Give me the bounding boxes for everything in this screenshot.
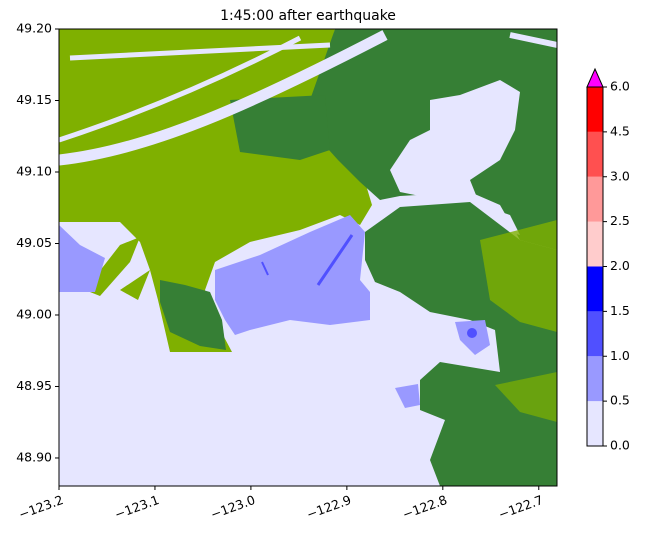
land-lowland (480, 220, 557, 332)
colorbar-extend (586, 67, 604, 88)
colorbar-segment (587, 356, 603, 402)
x-tick-label: −122.9 (304, 492, 353, 522)
river (59, 30, 388, 166)
colorbar-segment (587, 401, 603, 446)
colorbar-tick-label: 4.5 (610, 123, 630, 138)
colorbar-tick-label: 3.0 (610, 168, 630, 183)
colorbar-tick-label: 2.0 (610, 258, 630, 273)
bay (390, 80, 520, 235)
colorbar-tick-label: 0.5 (610, 393, 630, 408)
land-lowland (120, 270, 150, 300)
x-tick-label: −123.0 (209, 492, 258, 522)
colorbar-tick-label: 2.5 (610, 213, 630, 228)
y-tick-label: 49.15 (16, 92, 52, 107)
river (59, 35, 302, 143)
x-tick-label: −123.1 (113, 492, 162, 522)
x-tick-label: −122.7 (496, 492, 545, 522)
colorbar-tick-label: 6.0 (610, 79, 630, 94)
inundation (316, 234, 354, 286)
inundation (467, 328, 477, 338)
colorbar-tick-label: 0.0 (610, 438, 630, 453)
colorbar-tick-label: 1.0 (610, 348, 630, 363)
land-upland (230, 95, 330, 160)
colorbar-tick-label: 1.5 (610, 303, 630, 318)
colorbar-segment (587, 266, 603, 312)
river (69, 42, 331, 61)
y-tick-label: 49.20 (16, 21, 52, 36)
land-lowland (85, 237, 140, 296)
y-tick-label: 48.90 (16, 449, 52, 464)
colorbar-segment (587, 131, 603, 177)
river (509, 32, 557, 48)
inundation (395, 384, 420, 408)
inundation (215, 215, 370, 335)
land-lowland (495, 372, 557, 422)
map (59, 29, 557, 486)
inundation (261, 261, 269, 276)
chart-title: 1:45:00 after earthquake (220, 8, 396, 24)
y-tick-label: 49.10 (16, 163, 52, 178)
land-upland (160, 280, 226, 350)
colorbar-frame (586, 86, 604, 447)
y-tick-label: 48.95 (16, 378, 52, 393)
colorbar-segment (587, 176, 603, 222)
inundation (59, 225, 105, 292)
axes-frame (58, 28, 558, 487)
colorbar-segment (587, 311, 603, 357)
y-tick-label: 49.05 (16, 235, 52, 250)
y-tick-label: 49.00 (16, 306, 52, 321)
colorbar-segment (587, 221, 603, 267)
x-tick-label: −122.8 (400, 492, 449, 522)
colorbar-segment (587, 87, 603, 132)
x-tick-label: −123.2 (17, 492, 66, 522)
